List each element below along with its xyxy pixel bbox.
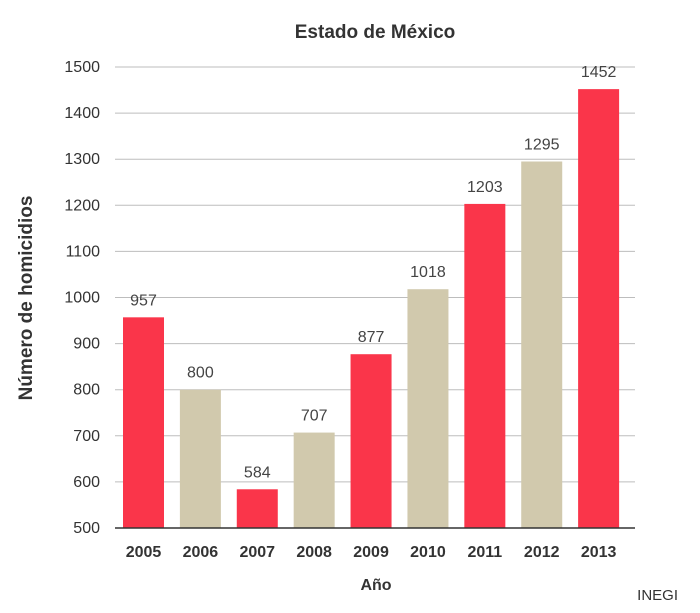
data-label-2010: 1018 <box>410 264 446 281</box>
chart-title: Estado de México <box>295 22 456 43</box>
data-label-2011: 1203 <box>467 179 503 196</box>
bar-2012 <box>521 161 563 528</box>
y-tick-label: 1300 <box>64 151 100 168</box>
x-tick-label-2011: 2011 <box>467 544 502 561</box>
y-tick-label: 1500 <box>64 59 100 76</box>
data-label-2009: 877 <box>358 329 385 346</box>
data-label-2007: 584 <box>244 464 271 481</box>
x-tick-label-2008: 2008 <box>296 544 332 561</box>
y-tick-label: 1000 <box>64 290 100 307</box>
x-tick-label-2013: 2013 <box>581 544 617 561</box>
bar-2005 <box>123 317 164 528</box>
bar-2009 <box>350 354 392 528</box>
x-tick-label-2012: 2012 <box>524 544 560 561</box>
y-tick-label: 500 <box>73 520 100 537</box>
source-label: INEGI <box>637 587 678 604</box>
y-tick-label: 600 <box>73 474 100 491</box>
y-axis-ticks: 500 600 700 800 900 1000 1100 1200 1300 1400 1500 <box>64 59 100 537</box>
y-axis-label: Número de homicidios <box>16 196 37 401</box>
data-label-2006: 800 <box>187 365 214 382</box>
data-label-2008: 707 <box>301 408 328 425</box>
y-tick-label: 1200 <box>64 197 100 214</box>
bar-2010 <box>407 289 449 528</box>
x-tick-label-2006: 2006 <box>183 544 219 561</box>
bar-2007 <box>236 489 278 528</box>
x-axis-label: Año <box>360 577 391 594</box>
y-tick-label: 900 <box>73 336 100 353</box>
bar-2011 <box>464 203 506 529</box>
bar-2006 <box>179 389 221 528</box>
data-label-2013: 1452 <box>581 64 617 81</box>
bar-2013 <box>578 89 620 529</box>
data-labels: 957 800 584 707 877 1018 1203 1295 1452 <box>130 64 616 481</box>
x-tick-label-2005: 2005 <box>126 544 162 561</box>
data-label-2012: 1295 <box>524 137 560 154</box>
x-tick-label-2010: 2010 <box>410 544 446 561</box>
bar-2008 <box>293 432 335 528</box>
x-tick-label-2007: 2007 <box>239 544 275 561</box>
bars <box>123 89 620 529</box>
y-tick-label: 800 <box>73 382 100 399</box>
x-tick-label-2009: 2009 <box>353 544 389 561</box>
data-label-2005: 957 <box>130 292 157 309</box>
y-tick-label: 700 <box>73 428 100 445</box>
y-tick-label: 1400 <box>64 105 100 122</box>
y-tick-label: 1100 <box>66 243 101 260</box>
x-axis-ticks: 2005 2006 2007 2008 2009 2010 2011 2012 2013 <box>126 544 617 561</box>
